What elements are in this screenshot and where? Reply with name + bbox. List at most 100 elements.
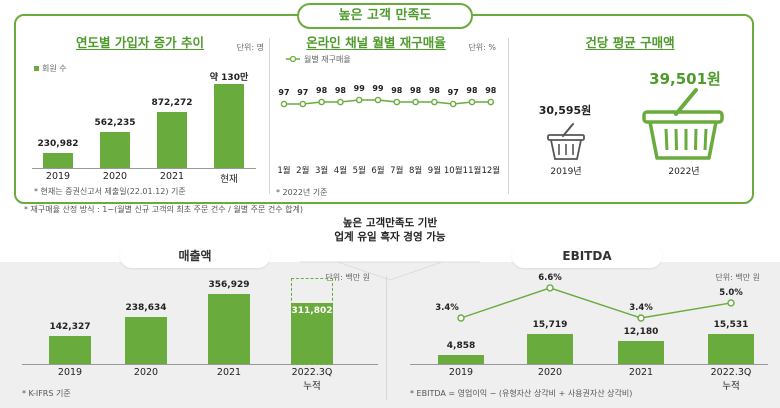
members-category-label: 2021 [159, 171, 185, 182]
members-category-label: 현재 [220, 174, 238, 185]
center-text-line2: 업계 유일 흑자 경영 가능 [334, 231, 446, 243]
ebitda-value-label: 15,719 [532, 320, 568, 330]
revenue-note: * K-IFRS 기준 [22, 389, 71, 398]
ebitda-category-sublabel: 누적 [722, 381, 740, 392]
members-category-label: 2019 [45, 171, 71, 182]
members-legend-marker [34, 66, 39, 71]
ebitda-category-label: 2020 [537, 367, 563, 378]
members-value-label: 562,235 [94, 117, 136, 128]
repurchase-month-label: 8월 [409, 165, 422, 176]
ebitda-margin-point [727, 299, 735, 307]
ebitda-margin-point [457, 314, 465, 322]
repurchase-point [280, 100, 288, 108]
ebitda-value-label: 15,531 [713, 320, 749, 331]
repurchase-month-label: 12월 [481, 165, 500, 176]
members-bar [100, 131, 130, 168]
revenue-category-label: 2022.3Q [291, 367, 333, 378]
members-unit: 단위: 명 [236, 43, 264, 52]
repurchase-month-label: 3월 [315, 165, 328, 176]
basket-year-2022: 2022년 [668, 167, 700, 177]
repurchase-series-line [284, 99, 491, 105]
basket-large-icon [642, 88, 724, 160]
revenue-category-label: 2019 [57, 367, 83, 378]
repurchase-month-label: 1월 [277, 165, 290, 176]
repurchase-title: 온라인 채널 월별 재구매율 [306, 35, 446, 50]
repurchase-month-label: 6월 [371, 165, 384, 176]
repurchase-point [337, 98, 344, 106]
repurchase-month-label: 4월 [334, 165, 347, 176]
basket-year-2019: 2019년 [550, 167, 582, 177]
revenue-title: 매출액 [120, 244, 270, 268]
repurchase-point [412, 98, 419, 106]
repurchase-point [468, 98, 476, 106]
repurchase-value-label: 97 [297, 88, 308, 97]
ebitda-margin-point [637, 314, 645, 322]
revenue-value-label: 238,634 [125, 303, 167, 314]
ebitda-margin-label: 3.4% [629, 303, 653, 313]
ebitda-unit: 단위: 백만 원 [715, 273, 760, 282]
members-legend: 회원 수 [42, 64, 67, 73]
bottom-divider [386, 276, 387, 400]
repurchase-point [487, 98, 495, 106]
revenue-value-label: 311,802 [291, 305, 333, 316]
ebitda-value-label: 12,180 [623, 326, 659, 337]
repurchase-point [299, 100, 307, 108]
ebitda-baseline [410, 364, 768, 365]
revenue-unit: 단위: 백만 원 [325, 273, 370, 282]
repurchase-value-label: 98 [466, 86, 478, 95]
ebitda-bar [438, 354, 484, 364]
repurchase-value-label: 98 [316, 86, 328, 95]
members-bar [214, 84, 244, 168]
ebitda-bar [708, 334, 754, 364]
header-title: 높은 고객 만족도 [297, 3, 473, 29]
repurchase-month-label: 11월 [463, 165, 482, 176]
repurchase-month-label: 9월 [428, 165, 441, 176]
ebitda-category-label: 2019 [448, 367, 474, 378]
members-baseline [32, 168, 256, 169]
ebitda-note: * EBITDA = 영업이익 − (유형자산 상각비 + 사용권자산 상각비) [410, 389, 633, 398]
repurchase-value-label: 99 [372, 84, 384, 93]
divider-1 [269, 38, 270, 194]
repurchase-legend: 월별 재구매율 [304, 55, 351, 64]
members-bar [43, 153, 73, 168]
repurchase-month-label: 10월 [444, 165, 463, 176]
revenue-value-label: 142,327 [49, 322, 91, 333]
ebitda-title: EBITDA [512, 244, 662, 268]
repurchase-value-label: 98 [429, 86, 441, 95]
repurchase-value-label: 97 [278, 88, 289, 97]
revenue-category-label: 2020 [133, 367, 159, 378]
members-category-label: 2020 [102, 171, 128, 182]
repurchase-point [374, 96, 382, 104]
ebitda-margin-label: 6.6% [538, 273, 562, 283]
repurchase-month-label: 7월 [390, 165, 403, 176]
repurchase-point [355, 96, 363, 104]
revenue-bar [208, 294, 250, 364]
repurchase-point [449, 100, 457, 108]
revenue-category-label: 2021 [216, 367, 242, 378]
repurchase-value-label: 98 [391, 86, 403, 95]
revenue-baseline [22, 364, 378, 365]
ebitda-category-label: 2022.3Q [710, 367, 752, 378]
revenue-value-label: 356,929 [208, 280, 250, 290]
repurchase-footnote: * 재구매율 산정 방식 : 1−(월별 신규 고객의 최초 주문 건수 / 월… [24, 205, 304, 214]
ebitda-margin-line: 3.4% 6.6% 3.4% 5.0% [435, 273, 743, 322]
ebitda-margin-point [546, 284, 554, 292]
revenue-bar [291, 302, 333, 364]
members-value-label: 230,982 [37, 139, 79, 150]
repurchase-month-label: 5월 [353, 165, 366, 176]
ebitda-margin-series [460, 287, 732, 319]
members-note: * 현재는 증권신고서 제출일(22.01.12) 기준 [34, 187, 186, 196]
members-value-label: 872,272 [151, 97, 193, 108]
repurchase-value-label: 98 [485, 86, 497, 95]
ebitda-margin-label: 5.0% [719, 288, 743, 298]
repurchase-chart: 97 1월 97 2월 98 3월 98 4월 99 5월 99 6월 98 7월 98 8월 98 9월 97 10… [277, 84, 500, 176]
repurchase-value-label: 99 [354, 84, 366, 93]
ebitda-bar [618, 340, 664, 364]
members-value-label: 약 130만 [209, 73, 249, 83]
repurchase-point [318, 98, 325, 106]
revenue-bar [49, 336, 91, 364]
repurchase-value-label: 98 [335, 86, 347, 95]
members-title: 연도별 가입자 증가 추이 [75, 35, 205, 50]
basket-value-2022: 39,501원 [649, 70, 721, 88]
repurchase-month-label: 2월 [296, 165, 309, 176]
